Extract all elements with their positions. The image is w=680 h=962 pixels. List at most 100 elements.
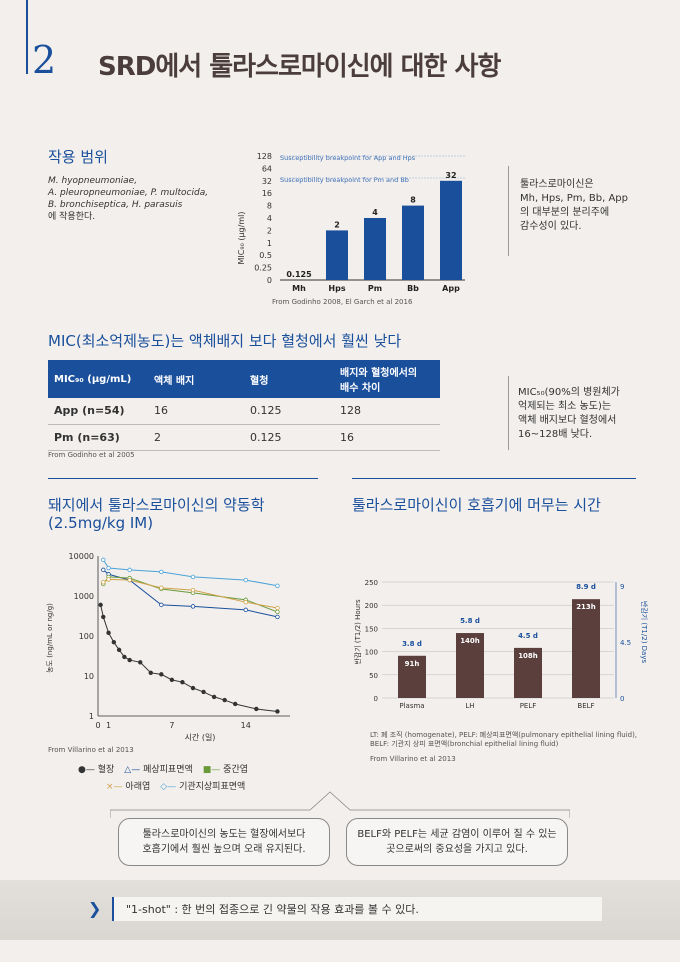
data-point: [254, 706, 259, 712]
bar: [440, 180, 462, 280]
x-tick-label: 14: [241, 721, 251, 730]
y-tick-label: 250: [365, 579, 378, 587]
summary-bubble-left: 툴라스로마이신의 농도는 혈장에서보다 호흡기에서 훨씬 높으며 오래 유지된다…: [118, 818, 330, 866]
halflife-bar-chart: 반감기 (T1/2) Hours 반감기 (T1/2) Days 250 200 1…: [353, 579, 649, 710]
side-bracket: [508, 166, 509, 256]
mic-table-source: From Godinho et al 2005: [48, 451, 135, 459]
halflife-ylabel-right: 반감기 (T1/2) Days: [640, 601, 649, 664]
y-tick-label: 150: [365, 625, 378, 633]
y-tick-label: 0.25: [254, 264, 272, 273]
pk-title: 돼지에서 툴라스로마이신의 약동학: [48, 496, 265, 514]
data-point: [180, 679, 185, 685]
data-point: [98, 602, 103, 608]
bar: [398, 655, 426, 698]
x-tick-label: App: [442, 284, 460, 293]
table-cell: 128: [334, 398, 440, 425]
data-point: [148, 670, 153, 676]
x-tick-label: Pm: [368, 284, 382, 293]
data-point: [211, 694, 217, 700]
x-tick-label: PELF: [520, 702, 537, 710]
bar: [364, 218, 386, 280]
legend-item: ◇— 기관지상피표면액: [160, 782, 246, 792]
mic-table-header: 액체 배지: [148, 360, 244, 398]
pk-ylabel: 농도 (ng/mL or ng/g): [46, 603, 54, 673]
data-point: [222, 697, 227, 703]
x-tick-label: BELF: [577, 702, 594, 710]
y-tick-label: 100: [79, 632, 94, 641]
y-tick-label: 50: [369, 672, 378, 680]
chevron-right-icon: ❯: [88, 899, 102, 918]
mic-table-header: MIC₉₀ (μg/mL): [48, 360, 148, 398]
divider: [352, 478, 636, 479]
mic-table: MIC₉₀ (μg/mL) 액체 배지 혈청 배지와 혈청에서의 배수 차이 A…: [48, 360, 440, 451]
mic-bars: 0.125 Mh 2 Hps 4 Pm 8 Bb 32 App: [286, 171, 462, 293]
data-point: [101, 567, 106, 573]
bar-day-label: 3.8 d: [402, 640, 422, 648]
mic-section-title: MIC(최소억제농도)는 액체배지 보다 혈청에서 훨씬 낮다: [48, 332, 402, 350]
data-point: [275, 709, 280, 714]
y-tick-label: 16: [262, 189, 272, 198]
data-point: [138, 660, 143, 665]
table-cell: App (n=54): [48, 398, 148, 425]
organism-list: M. hyopneumoniae, A. pleuropneumoniae, P…: [48, 175, 208, 223]
divider: [48, 478, 318, 479]
y-tick-label: 1: [267, 239, 272, 248]
mic-table-header: 혈청: [244, 360, 334, 398]
table-cell: 0.125: [244, 398, 334, 425]
series-line: [103, 578, 278, 609]
bar-value-label: 2: [334, 220, 340, 229]
data-point: [106, 565, 111, 571]
pk-legend: ●— 혈장 △— 폐상피표면액 ■— 중간엽 ×— 아래엽 ◇— 기관지상피표면…: [78, 762, 308, 792]
connector-bracket: [110, 791, 570, 818]
y-tick-label: 0: [267, 276, 272, 285]
data-point: [127, 657, 132, 663]
data-point: [106, 630, 111, 636]
organism-suffix: 에 작용한다.: [48, 212, 96, 222]
pk-subtitle: (2.5mg/kg IM): [48, 514, 154, 532]
y-tick-label: 0: [374, 695, 378, 703]
data-point: [190, 685, 196, 691]
data-point: [190, 574, 196, 580]
data-point: [101, 580, 106, 585]
spectrum-side-note: 툴라스로마이신은 Mh, Hps, Pm, Bb, App 의 대부분의 분리주…: [520, 179, 628, 232]
table-row: Pm (n=63) 2 0.125 16: [48, 424, 440, 451]
mic-chart-ylabel: MIC₉₀ (μg/ml): [237, 212, 246, 265]
y-right-tick-label: 9: [620, 583, 624, 591]
header-accent-line: [26, 0, 28, 74]
side-bracket: [508, 376, 509, 450]
bar-day-label: 5.8 d: [460, 617, 480, 625]
breakpoint-label-1: Susceptibility breakpoint for App and Hp…: [280, 154, 416, 162]
x-tick-label: 1: [106, 721, 111, 730]
bar: [572, 599, 600, 698]
page-title: SRD에서 툴라스로마이신에 대한 사항: [98, 52, 501, 82]
y-tick-label: 64: [262, 164, 272, 173]
table-cell: 2: [148, 424, 244, 451]
organism-line: M. hyopneumoniae,: [48, 176, 138, 186]
y-tick-label: 1000: [74, 592, 94, 601]
halflife-title: 툴라스로마이신이 호흡기에 머무는 시간: [352, 496, 601, 514]
data-point: [159, 672, 164, 677]
data-point: [243, 599, 248, 605]
y-tick-label: 32: [262, 177, 272, 186]
legend-item: ×— 아래엽: [106, 782, 151, 792]
data-point: [116, 647, 122, 653]
organism-line: A. pleuropneumoniae, P. multocida,: [48, 188, 209, 198]
bar-value-label: 108h: [518, 652, 538, 660]
bar-value-label: 8: [410, 196, 416, 205]
x-tick-label: Hps: [328, 284, 345, 293]
data-point: [159, 585, 164, 591]
data-point: [106, 577, 111, 582]
data-point: [275, 609, 280, 615]
data-point: [243, 577, 248, 583]
y-tick-label: 200: [365, 602, 378, 610]
pk-source: From Villarino et al 2013: [48, 746, 134, 754]
x-tick-label: 7: [169, 721, 174, 730]
data-point: [190, 604, 196, 609]
table-cell: 16: [148, 398, 244, 425]
data-point: [190, 587, 196, 593]
bar: [456, 633, 484, 698]
data-point: [159, 602, 164, 608]
legend-item: △— 폐상피표면액: [124, 765, 193, 775]
